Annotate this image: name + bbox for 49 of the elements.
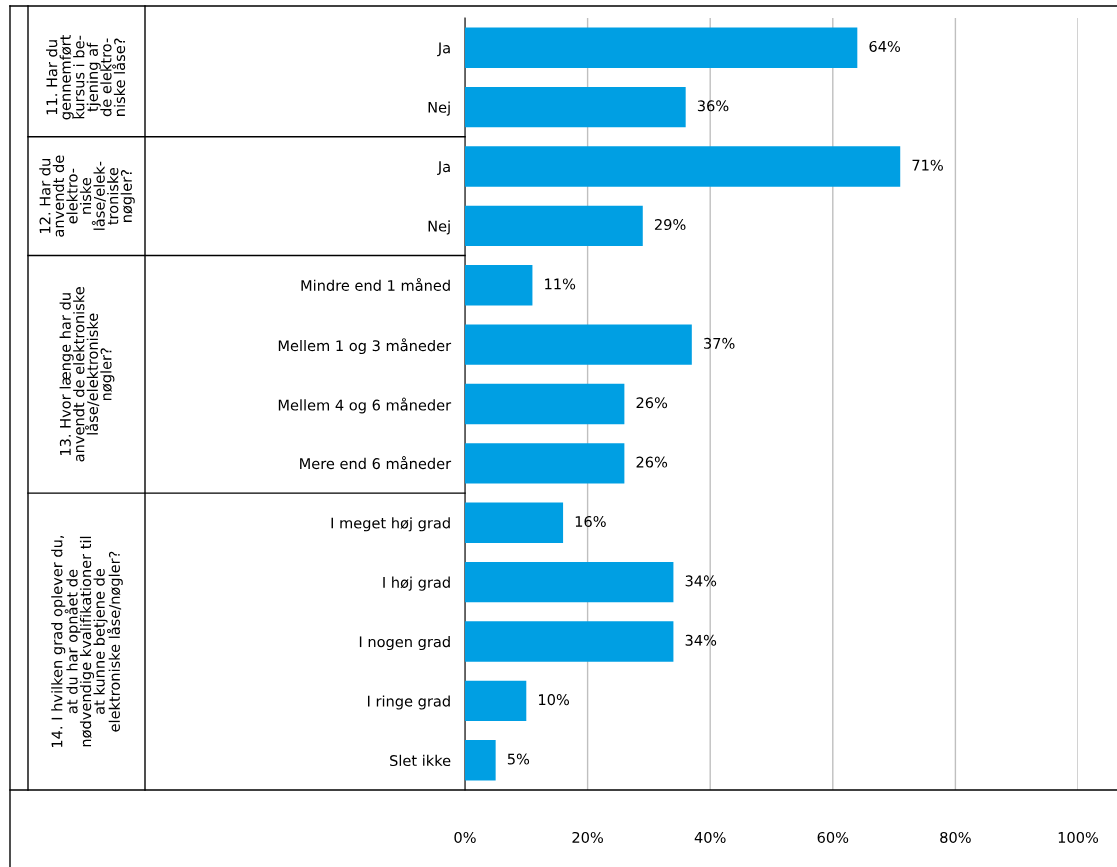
data-label: 10% bbox=[539, 694, 570, 706]
bar bbox=[465, 621, 674, 662]
data-label: 29% bbox=[654, 219, 686, 231]
data-label: 71% bbox=[912, 159, 943, 171]
y-tick-label: Slet ikke bbox=[390, 754, 451, 767]
bar bbox=[465, 205, 643, 247]
y-tick-label: Nej bbox=[428, 220, 450, 235]
bar bbox=[465, 561, 674, 603]
bar bbox=[465, 383, 625, 425]
bar bbox=[465, 740, 496, 781]
y-tick-label: Ja bbox=[437, 42, 450, 57]
x-tick-label: 80% bbox=[940, 831, 971, 843]
bar bbox=[465, 146, 901, 187]
data-label: 11% bbox=[545, 278, 576, 290]
text: 13. Hvor længe har du anvendt de elektroniske låse/elektroniske nøgler? bbox=[59, 287, 115, 462]
x-tick-label: 20% bbox=[572, 831, 603, 843]
y-tick-label: I høj grad bbox=[383, 576, 450, 591]
y-tick-label: Mellem 4 og 6 måneder bbox=[278, 397, 452, 414]
bar bbox=[465, 443, 625, 484]
data-label: 34% bbox=[685, 634, 717, 646]
bar bbox=[465, 502, 564, 543]
data-label: 34% bbox=[685, 575, 717, 587]
data-label: 36% bbox=[697, 100, 729, 112]
text: 12. Har du anvendt de elektro- niske låse/elek- troniske nøgler? bbox=[39, 155, 135, 237]
x-tick-label: 100% bbox=[1058, 831, 1099, 843]
data-label: 26% bbox=[636, 397, 668, 409]
y-tick-label: I nogen grad bbox=[359, 636, 450, 651]
data-label: 16% bbox=[575, 515, 606, 527]
y-tick-label: Mere end 6 måneder bbox=[300, 456, 452, 470]
text: 14. I hvilken grad oplever du, at du har opnået de nødvendige kvalifikationer til at kunne betjene de elektroniske låse/nøgler? bbox=[51, 535, 123, 748]
data-label: 26% bbox=[636, 456, 668, 468]
y-tick-label: Mellem 1 og 3 måneder bbox=[278, 338, 452, 355]
bar bbox=[465, 680, 527, 722]
y-tick-label: I ringe grad bbox=[368, 695, 450, 710]
text: 11. Har du gennemført kursus i be- tjening af de elektro- niske låse? bbox=[46, 34, 126, 120]
x-tick-label: 0% bbox=[454, 831, 476, 843]
bar bbox=[465, 324, 692, 365]
y-tick-label: Nej bbox=[428, 101, 450, 116]
x-tick-label: 60% bbox=[817, 831, 849, 843]
bar bbox=[465, 27, 858, 68]
y-tick-label: I meget høj grad bbox=[331, 517, 450, 532]
data-label: 37% bbox=[704, 337, 735, 349]
y-tick-label: Mindre end 1 måned bbox=[301, 277, 450, 291]
bar bbox=[465, 265, 533, 306]
data-label: 64% bbox=[869, 40, 901, 52]
bar bbox=[465, 86, 686, 128]
data-label: 5% bbox=[507, 753, 530, 765]
y-tick-label: Ja bbox=[437, 161, 450, 175]
x-tick-label: 40% bbox=[694, 831, 726, 843]
